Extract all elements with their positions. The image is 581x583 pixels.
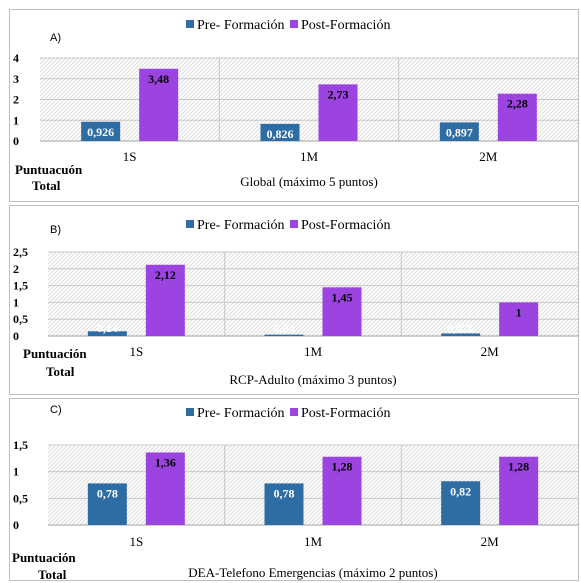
panel-label-b: B) — [50, 224, 61, 236]
data-label: 0,78 — [274, 486, 295, 500]
data-label: 0,076 — [447, 321, 474, 335]
category-label-1m: 1M — [300, 149, 319, 164]
category-label-1m: 1M — [304, 534, 323, 549]
category-label-2m: 2M — [479, 149, 498, 164]
legend-label-pre: Pre- Formación — [197, 406, 284, 421]
legend-label-post: Post-Formación — [301, 18, 390, 33]
data-label: 2,12 — [155, 268, 176, 282]
data-label: 1,36 — [155, 455, 176, 469]
y-tick-label: 1 — [13, 295, 19, 309]
chart-c-svg: 0 0,5 1 1,5 0,78 1,36 1S 0,78 1,28 1M 0,82 1,28 2M Pr… — [10, 399, 580, 582]
category-label-2m: 2M — [481, 344, 500, 359]
y-tick-label: 1 — [13, 113, 19, 127]
plot-area — [48, 252, 578, 336]
data-label: 0,826 — [267, 127, 294, 141]
data-label: 1 — [516, 305, 522, 319]
chart-panel-c: 0 0,5 1 1,5 0,78 1,36 1S 0,78 1,28 1M 0,82 1,28 2M Pr… — [9, 398, 579, 581]
legend-swatch-post — [290, 20, 298, 28]
legend-label-post: Post-Formación — [301, 406, 390, 421]
data-label: 0,926 — [87, 125, 114, 139]
category-label-1m: 1M — [304, 344, 323, 359]
legend-label-pre: Pre- Formación — [197, 218, 284, 233]
y-axis-title-line1: Puntuación — [12, 550, 76, 565]
x-axis-title: Global (máximo 5 puntos) — [240, 174, 378, 189]
panel-label-a: A) — [50, 32, 61, 44]
y-axis-title-line2: Total — [32, 178, 61, 193]
panel-label-c: C) — [50, 404, 62, 416]
data-label: 1,28 — [508, 460, 529, 474]
legend-swatch-post — [290, 220, 298, 228]
y-tick-label: 0 — [13, 518, 19, 532]
category-label-1s: 1S — [123, 149, 137, 164]
y-axis-title-line1: Puntuacuón — [15, 162, 83, 177]
y-tick-label: 0 — [13, 329, 19, 343]
x-axis-title: DEA-Telefono Emergencias (máximo 2 punto… — [188, 565, 437, 580]
y-axis-title-line2: Total — [38, 567, 67, 582]
y-axis-title-line2: Total — [46, 364, 75, 379]
category-label-2m: 2M — [481, 534, 500, 549]
y-tick-label: 1 — [13, 465, 19, 479]
chart-b-svg: 0 0,5 1 1,5 2 2,5 0,14 2,12 1S 0,04 1,45 1M 0,076 1 2M… — [10, 206, 580, 396]
data-label: 0,04 — [274, 321, 295, 335]
legend-swatch-pre — [186, 20, 194, 28]
data-label: 1,28 — [332, 460, 353, 474]
data-label: 2,28 — [507, 97, 528, 111]
data-label: 0,82 — [450, 484, 471, 498]
data-label: 3,48 — [148, 72, 169, 86]
x-axis-title: RCP-Adulto (máximo 3 puntos) — [229, 372, 396, 387]
legend-swatch-pre — [186, 408, 194, 416]
category-label-1s: 1S — [129, 344, 143, 359]
y-tick-label: 2 — [13, 93, 19, 107]
y-tick-label: 0,5 — [13, 491, 28, 505]
chart-panel-b: 0 0,5 1 1,5 2 2,5 0,14 2,12 1S 0,04 1,45 1M 0,076 1 2M… — [9, 205, 579, 395]
data-label: 2,73 — [328, 87, 349, 101]
y-tick-label: 0,5 — [13, 312, 28, 326]
y-tick-label: 4 — [13, 51, 19, 65]
category-label-1s: 1S — [129, 534, 143, 549]
legend-swatch-post — [290, 408, 298, 416]
data-label: 0,14 — [97, 321, 118, 335]
data-label: 1,45 — [332, 290, 353, 304]
legend-swatch-pre — [186, 220, 194, 228]
plot-area — [48, 445, 578, 525]
y-tick-label: 1,5 — [13, 279, 28, 293]
legend-label-post: Post-Formación — [301, 218, 390, 233]
y-axis-title-line1: Puntuación — [23, 346, 87, 361]
chart-a-svg: 0 1 2 3 4 0,926 3,48 1S 0,826 2,73 1M 0,897 2,28 2M Pr… — [10, 10, 580, 203]
data-label: 0,897 — [446, 125, 473, 139]
y-tick-label: 0 — [13, 134, 19, 148]
legend-label-pre: Pre- Formación — [197, 18, 284, 33]
chart-panel-a: 0 1 2 3 4 0,926 3,48 1S 0,826 2,73 1M 0,897 2,28 2M Pr… — [9, 9, 579, 202]
y-tick-label: 3 — [13, 72, 19, 86]
data-label: 0,78 — [97, 486, 118, 500]
y-tick-label: 2,5 — [13, 245, 28, 259]
y-tick-label: 2 — [13, 262, 19, 276]
y-tick-label: 1,5 — [13, 438, 28, 452]
